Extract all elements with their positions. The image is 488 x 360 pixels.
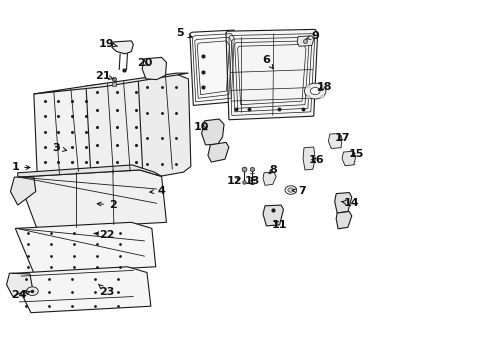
- Polygon shape: [335, 212, 351, 229]
- Circle shape: [310, 87, 320, 95]
- Text: 9: 9: [305, 31, 319, 41]
- Circle shape: [304, 83, 325, 99]
- Polygon shape: [34, 87, 105, 176]
- Text: 21: 21: [95, 71, 113, 81]
- Text: 7: 7: [292, 186, 305, 197]
- Polygon shape: [10, 177, 36, 205]
- Polygon shape: [138, 74, 190, 179]
- Polygon shape: [15, 222, 156, 273]
- Text: 23: 23: [98, 284, 115, 297]
- Polygon shape: [18, 170, 166, 229]
- Polygon shape: [207, 142, 228, 162]
- Polygon shape: [263, 205, 283, 226]
- Text: 12: 12: [226, 176, 242, 186]
- Polygon shape: [303, 147, 315, 170]
- Text: 15: 15: [348, 149, 364, 159]
- Polygon shape: [189, 30, 236, 105]
- Polygon shape: [6, 273, 32, 297]
- Polygon shape: [11, 267, 151, 313]
- Polygon shape: [341, 151, 355, 166]
- Circle shape: [26, 287, 38, 296]
- Text: 4: 4: [149, 186, 165, 196]
- Circle shape: [287, 188, 293, 192]
- Polygon shape: [328, 134, 341, 148]
- Text: 18: 18: [316, 82, 331, 93]
- Text: 5: 5: [176, 28, 192, 38]
- Polygon shape: [86, 80, 154, 176]
- Polygon shape: [201, 119, 224, 145]
- Text: 17: 17: [334, 133, 349, 143]
- Text: 11: 11: [271, 220, 287, 230]
- Text: 2: 2: [97, 200, 117, 210]
- Polygon shape: [112, 41, 133, 54]
- Text: 8: 8: [268, 165, 276, 175]
- Polygon shape: [142, 57, 166, 80]
- Text: 3: 3: [52, 143, 66, 153]
- Circle shape: [285, 186, 296, 194]
- Text: 20: 20: [137, 58, 152, 68]
- Polygon shape: [18, 165, 161, 177]
- Text: 6: 6: [262, 55, 272, 69]
- Polygon shape: [34, 73, 188, 94]
- Text: 13: 13: [244, 176, 260, 186]
- Polygon shape: [225, 30, 317, 120]
- Text: 16: 16: [308, 155, 324, 165]
- Text: 1: 1: [11, 162, 30, 172]
- Text: 19: 19: [99, 39, 117, 49]
- Text: 24: 24: [11, 291, 30, 301]
- Polygon shape: [334, 193, 351, 213]
- Polygon shape: [263, 172, 276, 185]
- Text: 10: 10: [194, 122, 209, 132]
- Polygon shape: [297, 36, 313, 46]
- Text: 14: 14: [341, 198, 359, 208]
- Text: 22: 22: [94, 230, 115, 239]
